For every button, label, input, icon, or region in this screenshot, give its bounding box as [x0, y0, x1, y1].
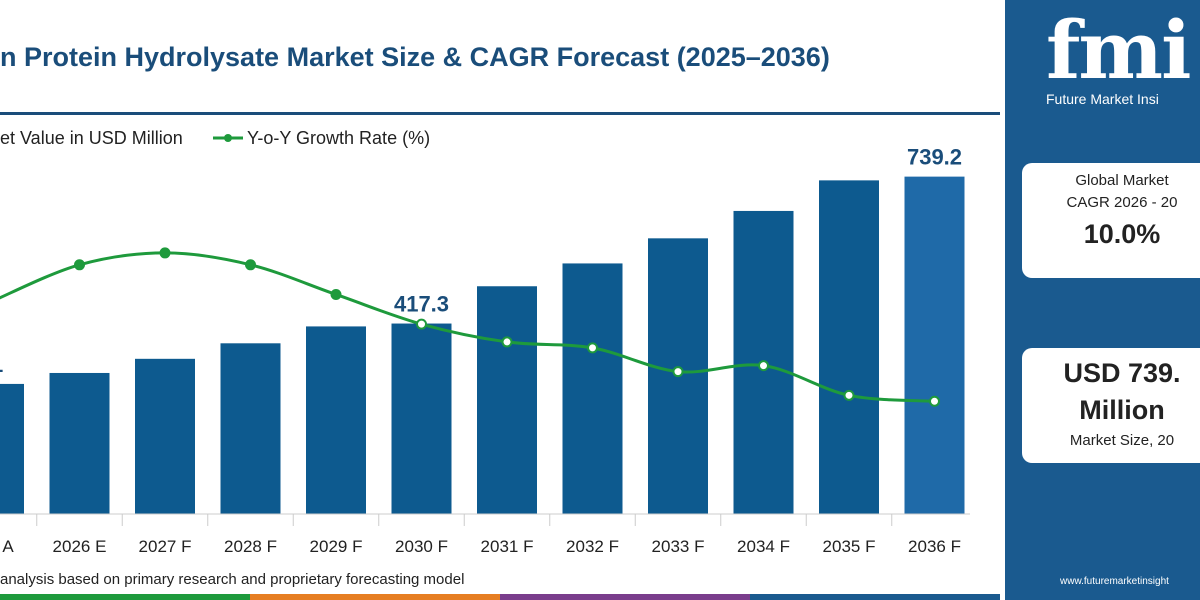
strip-segment-4: [750, 594, 1000, 600]
x-tick-label: 2031 F: [481, 537, 534, 556]
x-tick-label: 2036 F: [908, 537, 961, 556]
growth-line-series: [0, 247, 940, 407]
bar-2029-f: [306, 326, 366, 514]
bar-series: [0, 176, 965, 515]
bar-2028-f: [220, 343, 281, 514]
bar-2030-f: [391, 323, 452, 514]
legend-line-label: Y-o-Y Growth Rate (%): [247, 128, 430, 148]
title-divider: [0, 112, 1000, 115]
chart-title: n Protein Hydrolysate Market Size & CAGR…: [0, 42, 830, 72]
x-tick-label: 2030 F: [395, 537, 448, 556]
strip-segment-2: [250, 594, 500, 600]
x-tick-label: A: [2, 537, 14, 556]
bar-2035-f: [819, 180, 879, 514]
x-tick-label: 2027 F: [139, 537, 192, 556]
website-url: www.futuremarketinsight: [1060, 576, 1169, 587]
legend-bar-label: et Value in USD Million: [0, 128, 183, 148]
data-label-2036-f: 739.2: [907, 145, 962, 170]
market-size-caption: Market Size, 20: [1069, 432, 1175, 449]
bar-2027-f: [135, 358, 195, 514]
x-tick-label: 2026 E: [53, 537, 107, 556]
market-size-card: USD 739. Million Market Size, 20: [1022, 348, 1200, 463]
growth-point-2034-f: [758, 360, 769, 372]
growth-point-2029-f: [330, 288, 342, 300]
growth-point-2035-f: [843, 389, 855, 401]
growth-point-2031-f: [501, 336, 513, 348]
x-tick-label: 2035 F: [823, 537, 876, 556]
chart-area: et Value in USD Million Y-o-Y Growth Rat…: [0, 128, 970, 556]
bar-2032-f: [562, 263, 623, 514]
sidebar-edge: [1000, 0, 1005, 600]
x-tick-label: 2034 F: [737, 537, 790, 556]
cagr-card-line2: CAGR 2026 - 20: [1066, 194, 1178, 211]
bar-2026-e: [49, 372, 110, 514]
legend: et Value in USD Million Y-o-Y Growth Rat…: [0, 128, 430, 148]
data-label-2030-f: 417.3: [394, 292, 449, 317]
growth-point-2028-f: [245, 259, 256, 271]
bar-2031-f: [477, 286, 537, 514]
cagr-card-line1: Global Market: [1075, 172, 1169, 189]
sidebar: fmi Future Market Insi Global Market CAG…: [1000, 0, 1200, 600]
x-tick-label: 2032 F: [566, 537, 619, 556]
cagr-value: 10.0%: [1083, 219, 1161, 249]
strip-segment-3: [500, 594, 750, 600]
strip-segment-1: [0, 594, 250, 600]
growth-line: [0, 251, 935, 403]
data-label-a: .1: [0, 352, 3, 377]
growth-point-2027-f: [159, 247, 171, 259]
legend-line-marker: [224, 134, 232, 142]
x-tick-label: 2033 F: [652, 537, 705, 556]
bar-2036-f: [904, 176, 965, 515]
growth-point-2036-f: [929, 395, 940, 407]
brand-logo: fmi: [1046, 3, 1191, 97]
growth-point-2033-f: [672, 366, 684, 378]
bottom-color-strip: [0, 594, 1000, 600]
growth-point-2026-e: [74, 259, 85, 271]
growth-point-2030-f: [416, 318, 427, 330]
market-size-unit: Million: [1079, 395, 1165, 425]
data-labels: .1 417.3 739.2: [0, 145, 962, 377]
x-tick-label: 2029 F: [310, 537, 363, 556]
cagr-card: Global Market CAGR 2026 - 20 10.0%: [1022, 163, 1200, 278]
brand-name: Future Market Insi: [1046, 91, 1159, 107]
x-axis-ticks: A 2026 E 2027 F 2028 F 2029 F 2030 F 2031 F 203…: [2, 514, 961, 556]
source-footnote: analysis based on primary research and p…: [0, 571, 465, 588]
bar-a: [0, 383, 24, 514]
x-tick-label: 2028 F: [224, 537, 277, 556]
growth-point-2032-f: [587, 342, 598, 354]
market-size-value: USD 739.: [1063, 358, 1181, 388]
